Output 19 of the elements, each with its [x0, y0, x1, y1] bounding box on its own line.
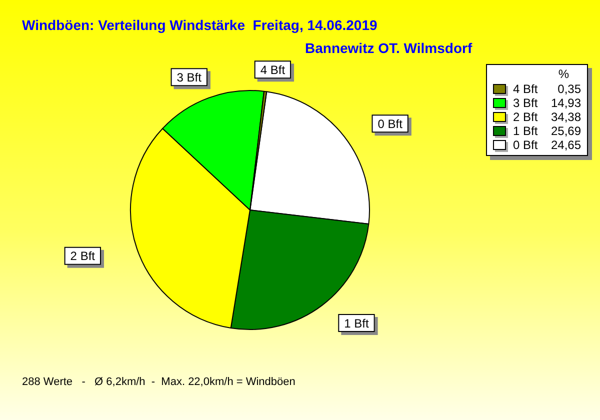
legend-label: 0 Bft [513, 138, 539, 152]
legend-label: 3 Bft [513, 96, 539, 110]
data-label: 24,65 [550, 138, 581, 152]
data-label: 14,93 [550, 96, 581, 110]
slice-label: 1 Bft [344, 316, 370, 330]
data-label: 34,38 [550, 110, 581, 124]
slice-label: 3 Bft [176, 70, 202, 84]
chart-title: Windböen: Verteilung Windstärke Freitag, 14.06.2019 [22, 17, 378, 33]
chart-subtitle: Bannewitz OT. Wilmsdorf [305, 40, 472, 56]
legend-label: 1 Bft [513, 124, 539, 138]
slice-label: 4 Bft [260, 62, 286, 77]
slice-label: 2 Bft [70, 249, 96, 264]
legend-label: 4 Bft [513, 82, 539, 96]
legend-label: 2 Bft [513, 110, 539, 124]
text: 288 Werte - Ø 6,2km/h - Max. 22,0km/h = Windböen [22, 376, 296, 388]
slice-label: 0 Bft [378, 116, 404, 131]
data-label: 0,35 [556, 82, 581, 96]
data-label: 25,69 [550, 124, 581, 138]
legend-title: % [557, 67, 570, 82]
